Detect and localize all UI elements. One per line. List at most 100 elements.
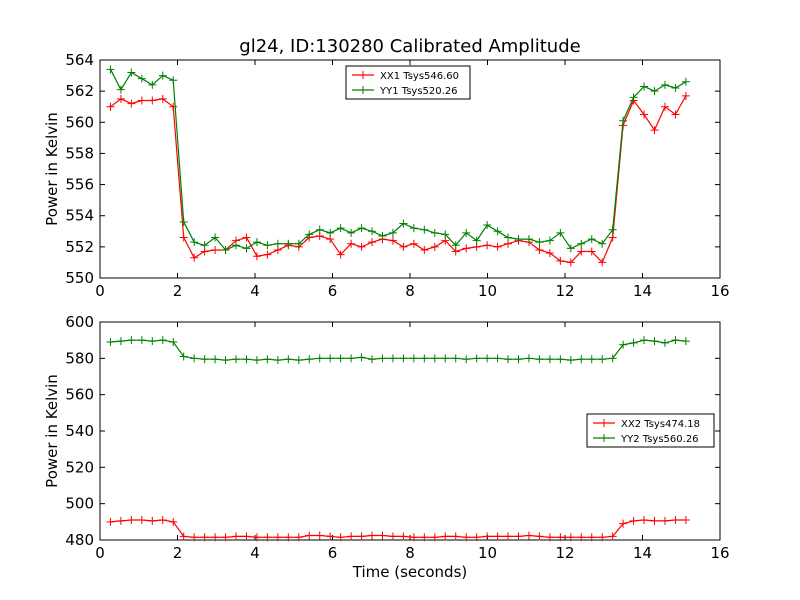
data-point-marker (420, 225, 429, 234)
data-point-marker (347, 228, 356, 237)
data-point-marker (368, 355, 377, 364)
data-point-marker (336, 224, 345, 233)
data-point-marker (305, 355, 314, 364)
data-point-marker (671, 516, 680, 525)
y-tick-label: 554 (65, 207, 94, 225)
data-point-marker (660, 516, 669, 525)
data-point-marker (619, 340, 628, 349)
data-point-marker (629, 338, 638, 347)
data-point-marker (681, 337, 690, 346)
data-point-marker (681, 91, 690, 100)
data-point-marker (116, 516, 125, 525)
data-point-marker (514, 355, 523, 364)
data-point-marker (179, 217, 188, 226)
legend-entry-label: XX2 Tsys474.18 (621, 419, 700, 430)
data-point-marker (462, 533, 471, 542)
data-point-marker (577, 355, 586, 364)
data-point-marker (671, 110, 680, 119)
data-point-marker (660, 338, 669, 347)
data-point-marker (660, 80, 669, 89)
data-point-marker (137, 336, 146, 345)
data-point-marker (598, 258, 607, 267)
y-tick-label: 540 (65, 422, 94, 440)
data-point-marker (106, 65, 115, 74)
chart-panels: 0 2 4 6 8 10 12 14 16 550 552 554 556 558 560 562 564 Pow… (43, 51, 730, 581)
data-point-marker (127, 336, 136, 345)
data-point-marker (378, 354, 387, 363)
x-tick-label: 8 (405, 544, 415, 562)
data-point-marker (535, 355, 544, 364)
data-point-marker (263, 533, 272, 542)
data-point-marker (430, 533, 439, 542)
series-line (109, 69, 687, 251)
data-point-marker (190, 253, 199, 262)
x-tick-label: 2 (173, 544, 183, 562)
data-point-marker (493, 242, 502, 251)
series-2 (106, 65, 690, 254)
data-point-marker (608, 532, 617, 541)
data-point-marker (441, 354, 450, 363)
data-point-marker (158, 71, 167, 80)
data-point-marker (242, 233, 251, 242)
data-point-marker (336, 533, 345, 542)
data-point-marker (566, 258, 575, 267)
data-point-marker (566, 244, 575, 253)
data-point-marker (169, 517, 178, 526)
data-point-marker (315, 531, 324, 540)
legend-box (586, 413, 715, 448)
y-tick-label: 560 (65, 113, 94, 131)
data-point-marker (556, 256, 565, 265)
data-point-marker (221, 245, 230, 254)
data-point-marker (273, 356, 282, 365)
data-point-marker (158, 336, 167, 345)
y-tick-label: 600 (65, 313, 94, 331)
data-point-marker (179, 233, 188, 242)
data-point-marker (587, 235, 596, 244)
data-point-marker (242, 355, 251, 364)
data-point-marker (284, 239, 293, 248)
data-point-marker (357, 224, 366, 233)
x-tick-label: 4 (250, 544, 260, 562)
y-axis-label: Power in Kelvin (43, 374, 61, 488)
data-point-marker (106, 337, 115, 346)
data-point-marker (200, 533, 209, 542)
data-point-marker (608, 233, 617, 242)
data-point-marker (681, 77, 690, 86)
data-point-marker (556, 533, 565, 542)
data-point-marker (273, 239, 282, 248)
data-point-marker (378, 231, 387, 240)
data-point-marker (650, 126, 659, 135)
data-point-marker (169, 76, 178, 85)
data-point-marker (169, 102, 178, 111)
data-point-marker (545, 355, 554, 364)
data-point-marker (252, 238, 261, 247)
y-tick-label: 564 (65, 51, 94, 69)
data-point-marker (483, 532, 492, 541)
data-point-marker (326, 228, 335, 237)
data-point-marker (200, 355, 209, 364)
data-point-marker (587, 247, 596, 256)
data-point-marker (430, 228, 439, 237)
data-point-marker (200, 241, 209, 250)
data-point-marker (650, 516, 659, 525)
data-point-marker (451, 354, 460, 363)
data-point-marker (158, 516, 167, 525)
data-point-marker (504, 355, 513, 364)
data-point-marker (294, 239, 303, 248)
data-point-marker (483, 221, 492, 230)
x-tick-label: 0 (95, 282, 105, 300)
data-point-marker (242, 244, 251, 253)
data-point-marker (137, 96, 146, 105)
data-point-marker (368, 238, 377, 247)
data-point-marker (336, 250, 345, 259)
data-point-marker (305, 230, 314, 239)
data-point-marker (608, 354, 617, 363)
data-point-marker (263, 250, 272, 259)
data-point-marker (232, 532, 241, 541)
data-point-marker (598, 239, 607, 248)
x-tick-label: 16 (710, 544, 729, 562)
data-point-marker (629, 516, 638, 525)
data-point-marker (148, 96, 157, 105)
